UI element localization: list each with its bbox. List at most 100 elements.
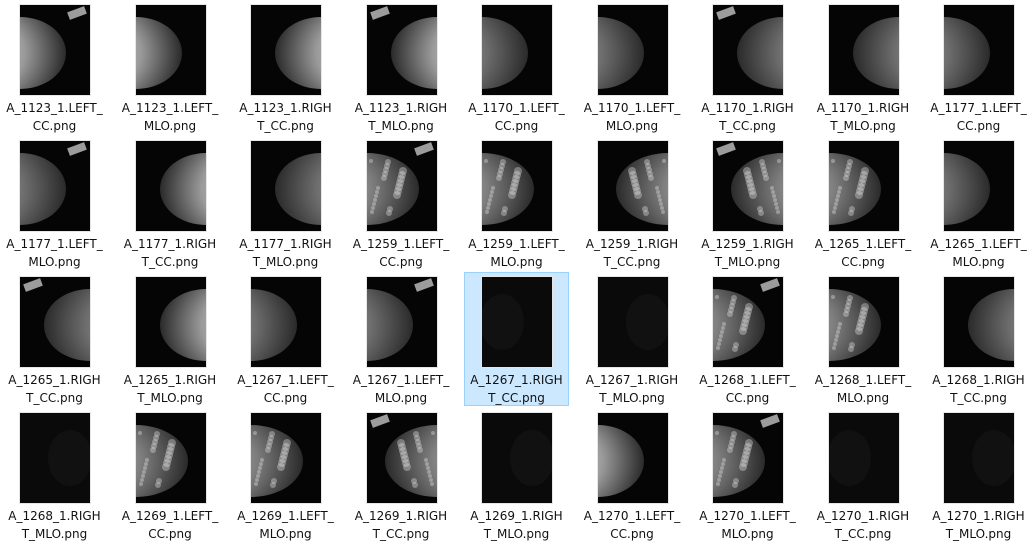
file-thumbnail[interactable]: [944, 413, 1014, 503]
file-thumbnail[interactable]: [597, 277, 668, 367]
file-thumbnail[interactable]: [366, 413, 437, 503]
file-name-label[interactable]: A_1265_1.LEFT_ CC.png: [814, 237, 912, 269]
file-name-label[interactable]: A_1269_1.LEFT_ MLO.png: [237, 509, 334, 541]
file-item[interactable]: A_1123_1.RIGH T_MLO.png: [349, 0, 454, 134]
file-item[interactable]: A_1270_1.RIGH T_CC.png: [811, 408, 916, 542]
file-thumbnail[interactable]: [944, 5, 1014, 95]
file-item[interactable]: A_1170_1.RIGH T_MLO.png: [811, 0, 916, 134]
file-thumbnail[interactable]: [828, 277, 899, 367]
file-name-label[interactable]: A_1268_1.RIGH T_MLO.png: [8, 509, 101, 541]
file-name-label[interactable]: A_1123_1.LEFT_ CC.png: [6, 101, 103, 133]
file-thumbnail[interactable]: [713, 277, 783, 367]
file-item[interactable]: A_1265_1.RIGH T_MLO.png: [118, 272, 223, 406]
file-item[interactable]: A_1170_1.LEFT_ MLO.png: [580, 0, 685, 134]
file-thumbnail[interactable]: [828, 5, 899, 95]
file-item[interactable]: A_1269_1.RIGH T_CC.png: [349, 408, 454, 542]
file-thumbnail[interactable]: [944, 141, 1014, 231]
file-name-label[interactable]: A_1270_1.LEFT_ MLO.png: [699, 509, 796, 541]
file-thumbnail[interactable]: [135, 277, 206, 367]
file-thumbnail[interactable]: [20, 277, 90, 367]
file-item[interactable]: A_1270_1.LEFT_ MLO.png: [695, 408, 800, 542]
file-thumbnail[interactable]: [713, 5, 783, 95]
file-name-label[interactable]: A_1170_1.LEFT_ MLO.png: [583, 101, 681, 133]
file-name-label[interactable]: A_1123_1.LEFT_ MLO.png: [121, 101, 219, 133]
file-thumbnail[interactable]: [713, 141, 783, 231]
file-name-label[interactable]: A_1268_1.LEFT_ MLO.png: [814, 373, 912, 405]
file-thumbnail[interactable]: [20, 413, 90, 503]
file-name-label[interactable]: A_1177_1.LEFT_ MLO.png: [6, 237, 103, 269]
file-thumbnail[interactable]: [366, 277, 437, 367]
file-name-label[interactable]: A_1123_1.RIGH T_CC.png: [239, 101, 332, 133]
file-thumbnail[interactable]: [597, 413, 668, 503]
file-item[interactable]: A_1265_1.LEFT_ MLO.png: [926, 136, 1029, 270]
file-item[interactable]: A_1268_1.LEFT_ MLO.png: [811, 272, 916, 406]
file-name-label[interactable]: A_1259_1.LEFT_ CC.png: [352, 237, 450, 269]
file-thumbnail[interactable]: [251, 277, 321, 367]
file-item[interactable]: A_1177_1.RIGH T_MLO.png: [233, 136, 338, 270]
file-item[interactable]: A_1123_1.LEFT_ MLO.png: [118, 0, 223, 134]
file-name-label[interactable]: A_1267_1.LEFT_ MLO.png: [352, 373, 450, 405]
file-item[interactable]: A_1269_1.RIGH T_MLO.png: [464, 408, 569, 542]
file-item[interactable]: A_1267_1.LEFT_ MLO.png: [349, 272, 454, 406]
file-name-label[interactable]: A_1259_1.RIGH T_MLO.png: [701, 237, 794, 269]
file-item[interactable]: A_1177_1.LEFT_ CC.png: [926, 0, 1029, 134]
file-item[interactable]: A_1269_1.LEFT_ MLO.png: [233, 408, 338, 542]
file-thumbnail[interactable]: [482, 141, 552, 231]
file-name-label[interactable]: A_1269_1.LEFT_ CC.png: [121, 509, 219, 541]
file-item[interactable]: A_1268_1.LEFT_ CC.png: [695, 272, 800, 406]
file-name-label[interactable]: A_1267_1.RIGH T_CC.png: [470, 373, 563, 405]
file-thumbnail[interactable]: [713, 413, 783, 503]
file-item[interactable]: A_1123_1.RIGH T_CC.png: [233, 0, 338, 134]
file-thumbnail[interactable]: [597, 5, 668, 95]
file-name-label[interactable]: A_1177_1.RIGH T_CC.png: [123, 237, 217, 269]
file-name-label[interactable]: A_1170_1.RIGH T_MLO.png: [816, 101, 910, 133]
file-item[interactable]: A_1259_1.RIGH T_MLO.png: [695, 136, 800, 270]
file-item[interactable]: A_1170_1.RIGH T_CC.png: [695, 0, 800, 134]
file-item[interactable]: A_1265_1.RIGH T_CC.png: [2, 272, 107, 406]
file-item[interactable]: A_1267_1.RIGH T_MLO.png: [580, 272, 685, 406]
file-name-label[interactable]: A_1270_1.RIGH T_MLO.png: [932, 509, 1025, 541]
file-thumbnail[interactable]: [135, 5, 206, 95]
file-name-label[interactable]: A_1259_1.RIGH T_CC.png: [585, 237, 679, 269]
file-thumbnail[interactable]: [482, 5, 552, 95]
file-item[interactable]: A_1268_1.RIGH T_CC.png: [926, 272, 1029, 406]
file-item[interactable]: A_1259_1.RIGH T_CC.png: [580, 136, 685, 270]
file-item[interactable]: A_1259_1.LEFT_ MLO.png: [464, 136, 569, 270]
file-thumbnail[interactable]: [20, 141, 90, 231]
file-name-label[interactable]: A_1259_1.LEFT_ MLO.png: [468, 237, 565, 269]
file-thumbnail[interactable]: [251, 5, 321, 95]
file-thumbnail[interactable]: [944, 277, 1014, 367]
file-name-label[interactable]: A_1265_1.RIGH T_CC.png: [8, 373, 101, 405]
file-name-label[interactable]: A_1177_1.RIGH T_MLO.png: [239, 237, 332, 269]
file-thumbnail[interactable]: [828, 413, 899, 503]
file-thumbnail[interactable]: [366, 141, 437, 231]
file-name-label[interactable]: A_1123_1.RIGH T_MLO.png: [354, 101, 448, 133]
file-name-label[interactable]: A_1170_1.RIGH T_CC.png: [701, 101, 794, 133]
file-thumbnail[interactable]: [135, 413, 206, 503]
file-item[interactable]: A_1177_1.RIGH T_CC.png: [118, 136, 223, 270]
file-name-label[interactable]: A_1269_1.RIGH T_MLO.png: [470, 509, 563, 541]
file-item[interactable]: A_1265_1.LEFT_ CC.png: [811, 136, 916, 270]
file-name-label[interactable]: A_1267_1.RIGH T_MLO.png: [585, 373, 679, 405]
file-thumbnail[interactable]: [482, 413, 552, 503]
file-name-label[interactable]: A_1268_1.LEFT_ CC.png: [699, 373, 796, 405]
file-thumbnail[interactable]: [366, 5, 437, 95]
file-item[interactable]: A_1270_1.LEFT_ CC.png: [580, 408, 685, 542]
file-item[interactable]: A_1123_1.LEFT_ CC.png: [2, 0, 107, 134]
file-name-label[interactable]: A_1270_1.LEFT_ CC.png: [583, 509, 681, 541]
file-thumbnail[interactable]: [135, 141, 206, 231]
file-thumbnail[interactable]: [828, 141, 899, 231]
file-name-label[interactable]: A_1269_1.RIGH T_CC.png: [354, 509, 448, 541]
file-name-label[interactable]: A_1265_1.LEFT_ MLO.png: [930, 237, 1027, 269]
file-item[interactable]: A_1267_1.LEFT_ CC.png: [233, 272, 338, 406]
file-name-label[interactable]: A_1270_1.RIGH T_CC.png: [816, 509, 910, 541]
file-item[interactable]: A_1170_1.LEFT_ CC.png: [464, 0, 569, 134]
file-item[interactable]: A_1268_1.RIGH T_MLO.png: [2, 408, 107, 542]
file-name-label[interactable]: A_1170_1.LEFT_ CC.png: [468, 101, 565, 133]
file-name-label[interactable]: A_1267_1.LEFT_ CC.png: [237, 373, 334, 405]
file-item[interactable]: A_1269_1.LEFT_ CC.png: [118, 408, 223, 542]
file-item[interactable]: A_1177_1.LEFT_ MLO.png: [2, 136, 107, 270]
file-thumbnail[interactable]: [597, 141, 668, 231]
file-item[interactable]: A_1259_1.LEFT_ CC.png: [349, 136, 454, 270]
file-thumbnail[interactable]: [251, 413, 321, 503]
